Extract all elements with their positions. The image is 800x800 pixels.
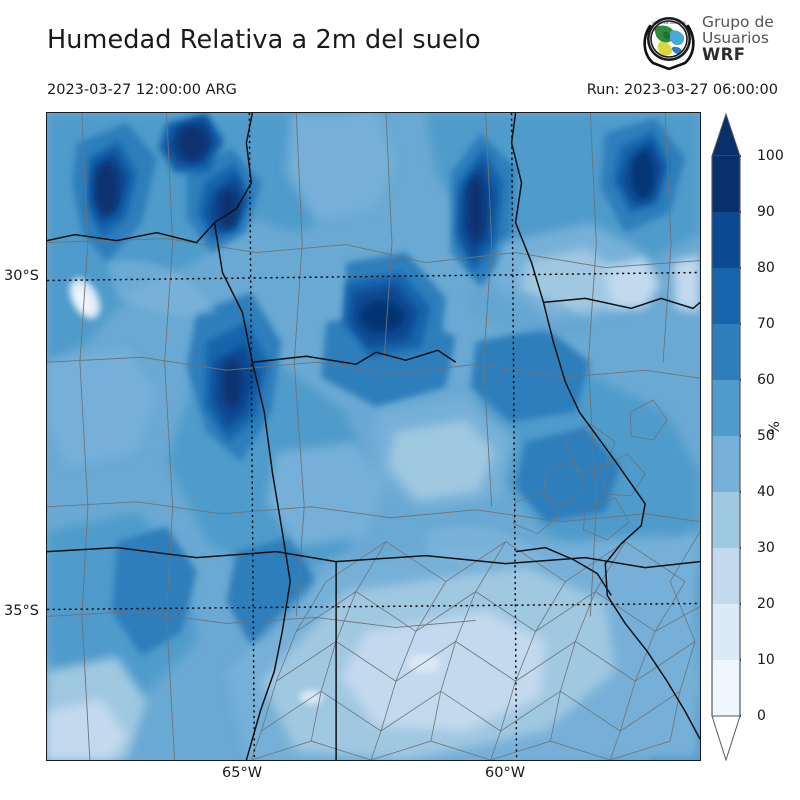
gridline-lon-60 <box>510 113 518 760</box>
logo-line-3: WRF <box>702 44 746 64</box>
colorbar-tick-60: 60 <box>757 372 775 388</box>
valid-time-label: 2023-03-27 12:00:00 ARG <box>47 82 237 98</box>
country-borders-layer <box>47 113 700 760</box>
logo-line-1: Grupo de <box>702 13 774 31</box>
axis-label-lon-60w: 60°W <box>485 765 526 781</box>
colorbar-tick-10: 10 <box>757 652 775 668</box>
axis-label-lat-35s: 35°S <box>4 603 39 619</box>
map-canvas[interactable] <box>46 112 701 761</box>
colorbar-unit-label: % <box>766 421 783 435</box>
colorbar-tick-40: 40 <box>757 484 775 500</box>
gridlines-layer <box>47 113 700 760</box>
fill-texture <box>106 260 591 570</box>
colorbar-tick-80: 80 <box>757 260 775 276</box>
band-20-30 <box>47 254 700 760</box>
svg-text:GRUPO DE USUARIOS: GRUPO DE USUARIOS <box>652 21 686 25</box>
colorbar-tick-90: 90 <box>757 204 775 220</box>
colorbar-tick-70: 70 <box>757 316 775 332</box>
colorbar-tick-0: 0 <box>757 708 766 724</box>
contour-fill-layer <box>47 113 700 760</box>
globe-emblem-icon: GRUPO DE USUARIOS <box>643 17 695 70</box>
gridline-lon-65 <box>248 113 256 760</box>
colorbar-swatches <box>711 112 741 761</box>
axis-label-lat-30s: 30°S <box>4 268 39 284</box>
logo-line-2: Usuarios <box>702 28 769 47</box>
humidity-field-plot <box>47 113 700 760</box>
logo-text-block: Grupo de Usuarios WRF <box>702 13 774 64</box>
brand-logo: GRUPO DE USUARIOS Grupo de Usuarios WRF <box>640 12 798 74</box>
page-title: Humedad Relativa a 2m del suelo <box>47 25 481 55</box>
colorbar-tick-100: 100 <box>757 148 784 164</box>
axis-label-lon-65w: 65°W <box>222 765 263 781</box>
colorbar-tick-20: 20 <box>757 596 775 612</box>
colorbar-tick-50: 50 <box>757 428 775 444</box>
colorbar-tick-30: 30 <box>757 540 775 556</box>
band-90-100-peaks <box>94 124 655 409</box>
run-time-label: Run: 2023-03-27 06:00:00 <box>586 82 778 98</box>
colorbar[interactable] <box>711 112 741 761</box>
province-boundaries-layer <box>47 113 700 760</box>
